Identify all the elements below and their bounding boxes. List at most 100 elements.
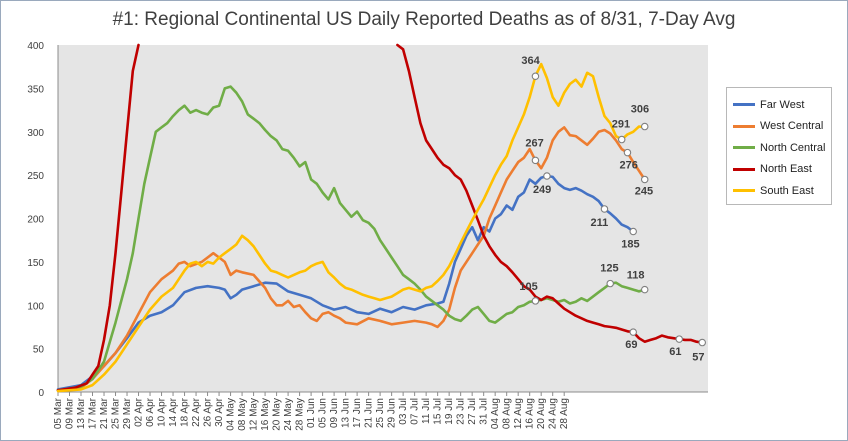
legend-label: North Central bbox=[760, 141, 826, 154]
legend: Far West West Central North Central North E… bbox=[726, 87, 832, 205]
series-line-north-east bbox=[56, 43, 704, 392]
x-tick-label: 09 Jun bbox=[329, 398, 340, 428]
x-tick-label: 02 Apr bbox=[134, 397, 145, 427]
x-tick-label: 20 Aug bbox=[536, 398, 547, 429]
x-tick-label: 21 Jun bbox=[364, 398, 375, 428]
legend-swatch bbox=[733, 167, 755, 171]
legend-item: Far West bbox=[727, 94, 831, 116]
y-tick-label: 350 bbox=[27, 84, 44, 95]
x-tick-label: 22 Apr bbox=[191, 397, 202, 427]
x-tick-label: 24 Aug bbox=[548, 398, 559, 429]
data-label: 105 bbox=[519, 281, 537, 293]
series-line-south-east bbox=[56, 62, 646, 393]
x-tick-label: 01 Jun bbox=[306, 398, 317, 428]
x-tick-label: 05 Mar bbox=[53, 397, 64, 429]
legend-swatch bbox=[733, 103, 755, 107]
y-tick-label: 0 bbox=[38, 388, 44, 399]
data-marker bbox=[617, 135, 626, 144]
data-marker bbox=[640, 122, 649, 131]
x-tick-label: 09 Mar bbox=[65, 397, 76, 429]
data-marker bbox=[543, 172, 551, 180]
x-tick-label: 28 Aug bbox=[559, 398, 570, 429]
legend-swatch bbox=[733, 124, 755, 128]
data-marker bbox=[531, 297, 540, 305]
x-tick-label: 08 Aug bbox=[502, 398, 513, 429]
data-label: 61 bbox=[669, 346, 681, 358]
data-label: 306 bbox=[631, 104, 649, 116]
axes: 0 50 100 150 200 250 300 350 400 05 Mar 09 Mar 13 M… bbox=[27, 41, 708, 431]
x-tick-label: 04 Aug bbox=[490, 398, 501, 429]
x-tick-label: 10 Apr bbox=[157, 397, 168, 427]
x-tick-label: 06 Apr bbox=[145, 397, 156, 427]
data-label: 267 bbox=[525, 137, 543, 149]
x-tick-label: 08 May bbox=[237, 398, 248, 431]
x-tick-label: 30 Apr bbox=[214, 397, 225, 427]
x-tick-label: 16 May bbox=[260, 398, 271, 431]
x-tick-label: 07 Jul bbox=[410, 398, 421, 425]
series-line-far-west bbox=[56, 174, 635, 391]
x-tick-label: 13 Jun bbox=[341, 398, 352, 428]
y-tick-label: 400 bbox=[27, 41, 44, 52]
x-tick-label: 21 Mar bbox=[99, 397, 110, 429]
data-label: 125 bbox=[600, 263, 618, 275]
data-label: 276 bbox=[619, 160, 637, 172]
y-tick-label: 100 bbox=[27, 301, 44, 312]
x-tick-label: 15 Jul bbox=[433, 398, 444, 425]
legend-swatch bbox=[733, 189, 755, 193]
data-label: 245 bbox=[635, 185, 653, 197]
x-tick-label: 14 Apr bbox=[168, 397, 179, 427]
data-label: 211 bbox=[590, 217, 608, 229]
x-tick-label: 29 Jun bbox=[387, 398, 398, 428]
data-marker bbox=[531, 72, 540, 80]
y-tick-label: 50 bbox=[33, 345, 45, 356]
x-tick-label: 12 Aug bbox=[513, 398, 524, 429]
data-marker bbox=[606, 279, 614, 288]
x-tick-label: 19 Jul bbox=[444, 398, 455, 425]
x-tick-label: 11 Jul bbox=[421, 398, 432, 424]
x-tick-label: 26 Apr bbox=[203, 397, 214, 427]
legend-item: South East bbox=[727, 180, 831, 202]
x-tick-label: 25 Jun bbox=[375, 398, 386, 428]
x-tick-label: 31 Jul bbox=[479, 398, 490, 425]
series-layer bbox=[56, 43, 704, 393]
data-marker bbox=[600, 205, 609, 213]
data-label: 364 bbox=[521, 55, 540, 67]
data-marker bbox=[675, 335, 683, 343]
x-tick-label: 13 Mar bbox=[76, 397, 87, 429]
y-tick-label: 150 bbox=[27, 258, 44, 269]
data-marker bbox=[531, 156, 540, 165]
x-tick-label: 28 May bbox=[295, 398, 306, 431]
legend-label: Far West bbox=[760, 98, 805, 111]
y-tick-label: 200 bbox=[27, 215, 44, 226]
x-tick-label: 20 May bbox=[272, 398, 283, 431]
plot-area bbox=[58, 45, 708, 392]
data-label: 57 bbox=[692, 352, 704, 364]
x-tick-label: 29 Mar bbox=[122, 397, 133, 429]
data-label: 69 bbox=[625, 339, 637, 351]
x-tick-label: 03 Jul bbox=[398, 398, 409, 425]
data-marker bbox=[640, 175, 649, 184]
data-label: 118 bbox=[627, 270, 645, 282]
y-tick-label: 300 bbox=[27, 128, 44, 139]
data-marker bbox=[629, 227, 637, 236]
data-marker bbox=[629, 328, 637, 336]
data-label: 291 bbox=[612, 119, 630, 131]
data-marker bbox=[623, 148, 632, 157]
legend-label: South East bbox=[760, 184, 814, 197]
data-label: 249 bbox=[533, 184, 551, 196]
x-tick-label: 12 May bbox=[249, 398, 260, 431]
data-marker bbox=[640, 285, 649, 294]
x-tick-label: 25 Mar bbox=[111, 397, 122, 429]
legend-item: North East bbox=[727, 159, 831, 181]
legend-label: West Central bbox=[760, 120, 824, 133]
x-tick-label: 04 May bbox=[226, 398, 237, 431]
x-tick-label: 16 Aug bbox=[525, 398, 536, 429]
data-label: 185 bbox=[621, 239, 639, 251]
data-marker bbox=[698, 338, 706, 347]
series-line-west-central bbox=[56, 126, 646, 392]
chart-title: #1: Regional Continental US Daily Report… bbox=[112, 9, 736, 30]
x-tick-label: 17 Mar bbox=[88, 397, 99, 429]
x-tick-label: 24 May bbox=[283, 398, 294, 431]
